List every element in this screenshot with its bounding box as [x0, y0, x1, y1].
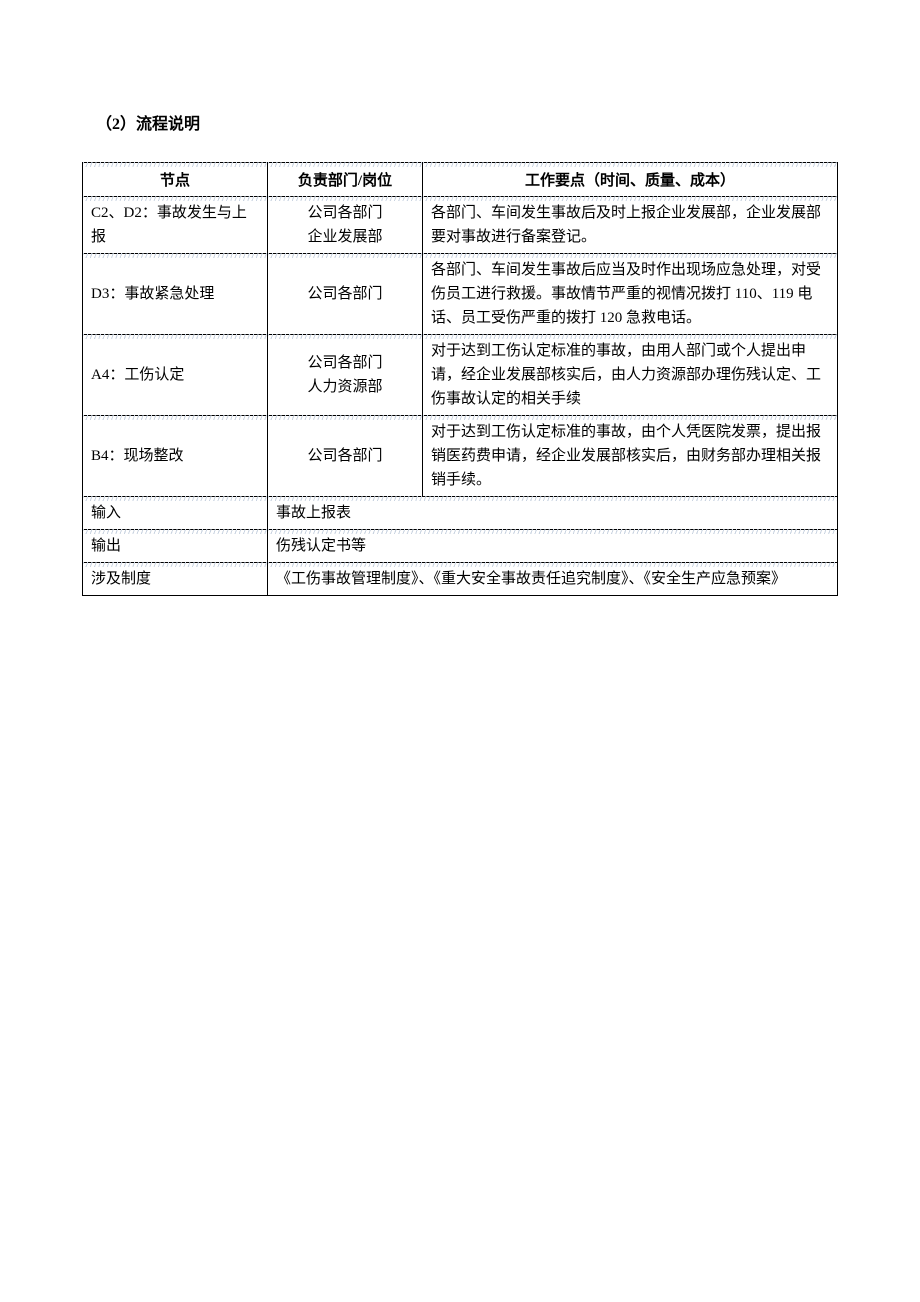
cell-node-text: B4：现场整改 — [91, 448, 184, 464]
footer-value: 事故上报表 — [268, 497, 838, 530]
cell-node: C2、D2：事故发生与上报 — [83, 197, 268, 254]
footer-row: 涉及制度 《工伤事故管理制度》、《重大安全事故责任追究制度》、《安全生产应急预案… — [83, 563, 838, 596]
table-row: B4：现场整改 公司各部门 对于达到工伤认定标准的事故，由个人凭医院发票，提出报… — [83, 416, 838, 497]
cell-node-text: D3：事故紧急处理 — [91, 286, 214, 302]
header-keypoints-label: 工作要点（时间、质量、成本） — [525, 173, 735, 189]
footer-label: 涉及制度 — [83, 563, 268, 596]
cell-key: 对于达到工伤认定标准的事故，由用人部门或个人提出申请，经企业发展部核实后，由人力… — [423, 335, 838, 416]
cell-dept: 公司各部门人力资源部 — [268, 335, 423, 416]
cell-node-text: C2、D2：事故发生与上报 — [91, 205, 247, 245]
cell-dept-text: 公司各部门人力资源部 — [307, 355, 382, 395]
cell-dept: 公司各部门 — [268, 416, 423, 497]
footer-label-text: 涉及制度 — [91, 571, 151, 587]
footer-row: 输入 事故上报表 — [83, 497, 838, 530]
footer-label: 输出 — [83, 530, 268, 563]
cell-key: 各部门、车间发生事故后应当及时作出现场应急处理，对受伤员工进行救援。事故情节严重… — [423, 254, 838, 335]
cell-dept-text: 公司各部门 — [307, 286, 382, 302]
cell-dept-text: 公司各部门 — [307, 448, 382, 464]
footer-value: 《工伤事故管理制度》、《重大安全事故责任追究制度》、《安全生产应急预案》 — [268, 563, 838, 596]
footer-label-text: 输出 — [91, 538, 121, 554]
header-keypoints: 工作要点（时间、质量、成本） — [423, 163, 838, 197]
table-row: A4：工伤认定 公司各部门人力资源部 对于达到工伤认定标准的事故，由用人部门或个… — [83, 335, 838, 416]
header-node: 节点 — [83, 163, 268, 197]
cell-key-text: 对于达到工伤认定标准的事故，由个人凭医院发票，提出报销医药费申请，经企业发展部核… — [431, 424, 821, 488]
cell-node: B4：现场整改 — [83, 416, 268, 497]
footer-label: 输入 — [83, 497, 268, 530]
cell-key: 各部门、车间发生事故后及时上报企业发展部，企业发展部要对事故进行备案登记。 — [423, 197, 838, 254]
cell-key-text: 各部门、车间发生事故后应当及时作出现场应急处理，对受伤员工进行救援。事故情节严重… — [431, 262, 821, 326]
cell-key-text: 各部门、车间发生事故后及时上报企业发展部，企业发展部要对事故进行备案登记。 — [431, 205, 821, 245]
section-title: （2）流程说明 — [96, 110, 838, 134]
table-body: C2、D2：事故发生与上报 公司各部门企业发展部 各部门、车间发生事故后及时上报… — [83, 197, 838, 596]
footer-value-text: 《工伤事故管理制度》、《重大安全事故责任追究制度》、《安全生产应急预案》 — [276, 571, 786, 587]
footer-row: 输出 伤残认定书等 — [83, 530, 838, 563]
cell-key-text: 对于达到工伤认定标准的事故，由用人部门或个人提出申请，经企业发展部核实后，由人力… — [431, 343, 821, 407]
cell-dept-text: 公司各部门企业发展部 — [307, 205, 382, 245]
footer-value: 伤残认定书等 — [268, 530, 838, 563]
process-table: 节点 负责部门/岗位 工作要点（时间、质量、成本） C2、D2：事故发生与上报 … — [82, 162, 838, 596]
table-row: C2、D2：事故发生与上报 公司各部门企业发展部 各部门、车间发生事故后及时上报… — [83, 197, 838, 254]
footer-value-text: 伤残认定书等 — [276, 538, 366, 554]
footer-label-text: 输入 — [91, 505, 121, 521]
cell-dept: 公司各部门 — [268, 254, 423, 335]
footer-value-text: 事故上报表 — [276, 505, 351, 521]
header-node-label: 节点 — [160, 173, 190, 189]
table-header-row: 节点 负责部门/岗位 工作要点（时间、质量、成本） — [83, 163, 838, 197]
cell-node-text: A4：工伤认定 — [91, 367, 184, 383]
table-row: D3：事故紧急处理 公司各部门 各部门、车间发生事故后应当及时作出现场应急处理，… — [83, 254, 838, 335]
header-dept: 负责部门/岗位 — [268, 163, 423, 197]
header-dept-label: 负责部门/岗位 — [298, 173, 392, 189]
cell-key: 对于达到工伤认定标准的事故，由个人凭医院发票，提出报销医药费申请，经企业发展部核… — [423, 416, 838, 497]
cell-node: D3：事故紧急处理 — [83, 254, 268, 335]
cell-node: A4：工伤认定 — [83, 335, 268, 416]
cell-dept: 公司各部门企业发展部 — [268, 197, 423, 254]
